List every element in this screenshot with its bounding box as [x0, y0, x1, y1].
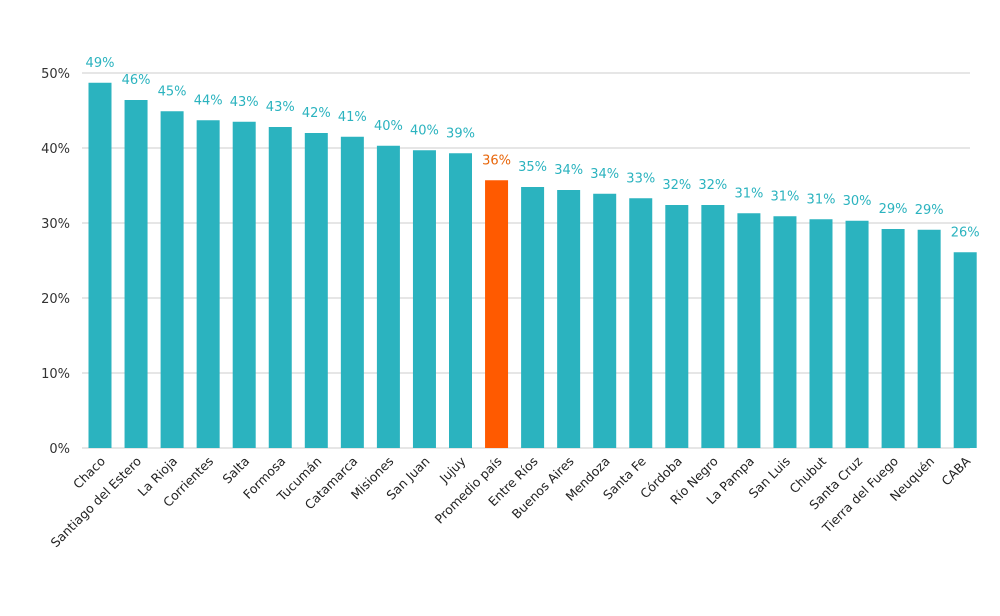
y-tick-label: 50%	[41, 67, 70, 82]
data-label: 41%	[338, 110, 367, 125]
data-label: 43%	[266, 100, 295, 115]
y-tick-label: 30%	[41, 217, 70, 232]
bar	[304, 133, 328, 448]
y-tick-label: 40%	[41, 142, 70, 157]
data-label: 36%	[482, 153, 511, 168]
bar	[376, 145, 400, 448]
bar	[196, 120, 220, 448]
bar	[701, 205, 725, 448]
data-label: 34%	[590, 167, 619, 182]
data-label: 32%	[662, 178, 691, 193]
bar	[232, 121, 256, 448]
data-label: 46%	[122, 73, 151, 88]
data-label: 40%	[374, 119, 403, 134]
data-label: 32%	[698, 178, 727, 193]
data-label: 44%	[194, 93, 223, 108]
bar	[809, 219, 833, 448]
bar	[268, 127, 292, 448]
data-label: 31%	[807, 192, 836, 207]
data-label: 29%	[879, 202, 908, 217]
bar	[124, 100, 148, 448]
bar	[557, 190, 581, 448]
y-tick-label: 0%	[49, 442, 70, 457]
y-tick-label: 20%	[41, 292, 70, 307]
y-tick-label: 10%	[41, 367, 70, 382]
bar	[881, 229, 905, 448]
bar	[449, 153, 472, 448]
data-label: 39%	[446, 126, 475, 141]
data-label: 31%	[770, 189, 799, 204]
bar	[521, 187, 545, 448]
data-label: 40%	[410, 123, 439, 138]
data-label: 42%	[302, 106, 331, 121]
bar	[593, 193, 617, 448]
data-label: 26%	[951, 225, 980, 240]
x-tick-label: Salta	[219, 454, 252, 487]
data-label: 49%	[86, 56, 115, 71]
bar	[953, 252, 977, 448]
bar	[160, 111, 184, 448]
data-label: 33%	[626, 171, 655, 186]
data-label: 30%	[843, 194, 872, 209]
data-label: 45%	[158, 84, 187, 99]
bar	[665, 205, 689, 448]
bar	[737, 213, 761, 448]
bar	[88, 82, 112, 448]
x-tick-label: Jujuy	[436, 453, 469, 486]
bar	[629, 198, 653, 448]
bar	[845, 220, 869, 448]
bar	[412, 150, 436, 448]
bar	[485, 180, 509, 448]
data-label: 31%	[734, 186, 763, 201]
data-label: 35%	[518, 160, 547, 175]
data-label: 43%	[230, 95, 259, 110]
data-label: 29%	[915, 203, 944, 218]
bar	[773, 216, 797, 448]
bar	[917, 229, 941, 448]
bar	[340, 136, 364, 448]
x-tick-label: CABA	[938, 453, 973, 488]
data-label: 34%	[554, 163, 583, 178]
